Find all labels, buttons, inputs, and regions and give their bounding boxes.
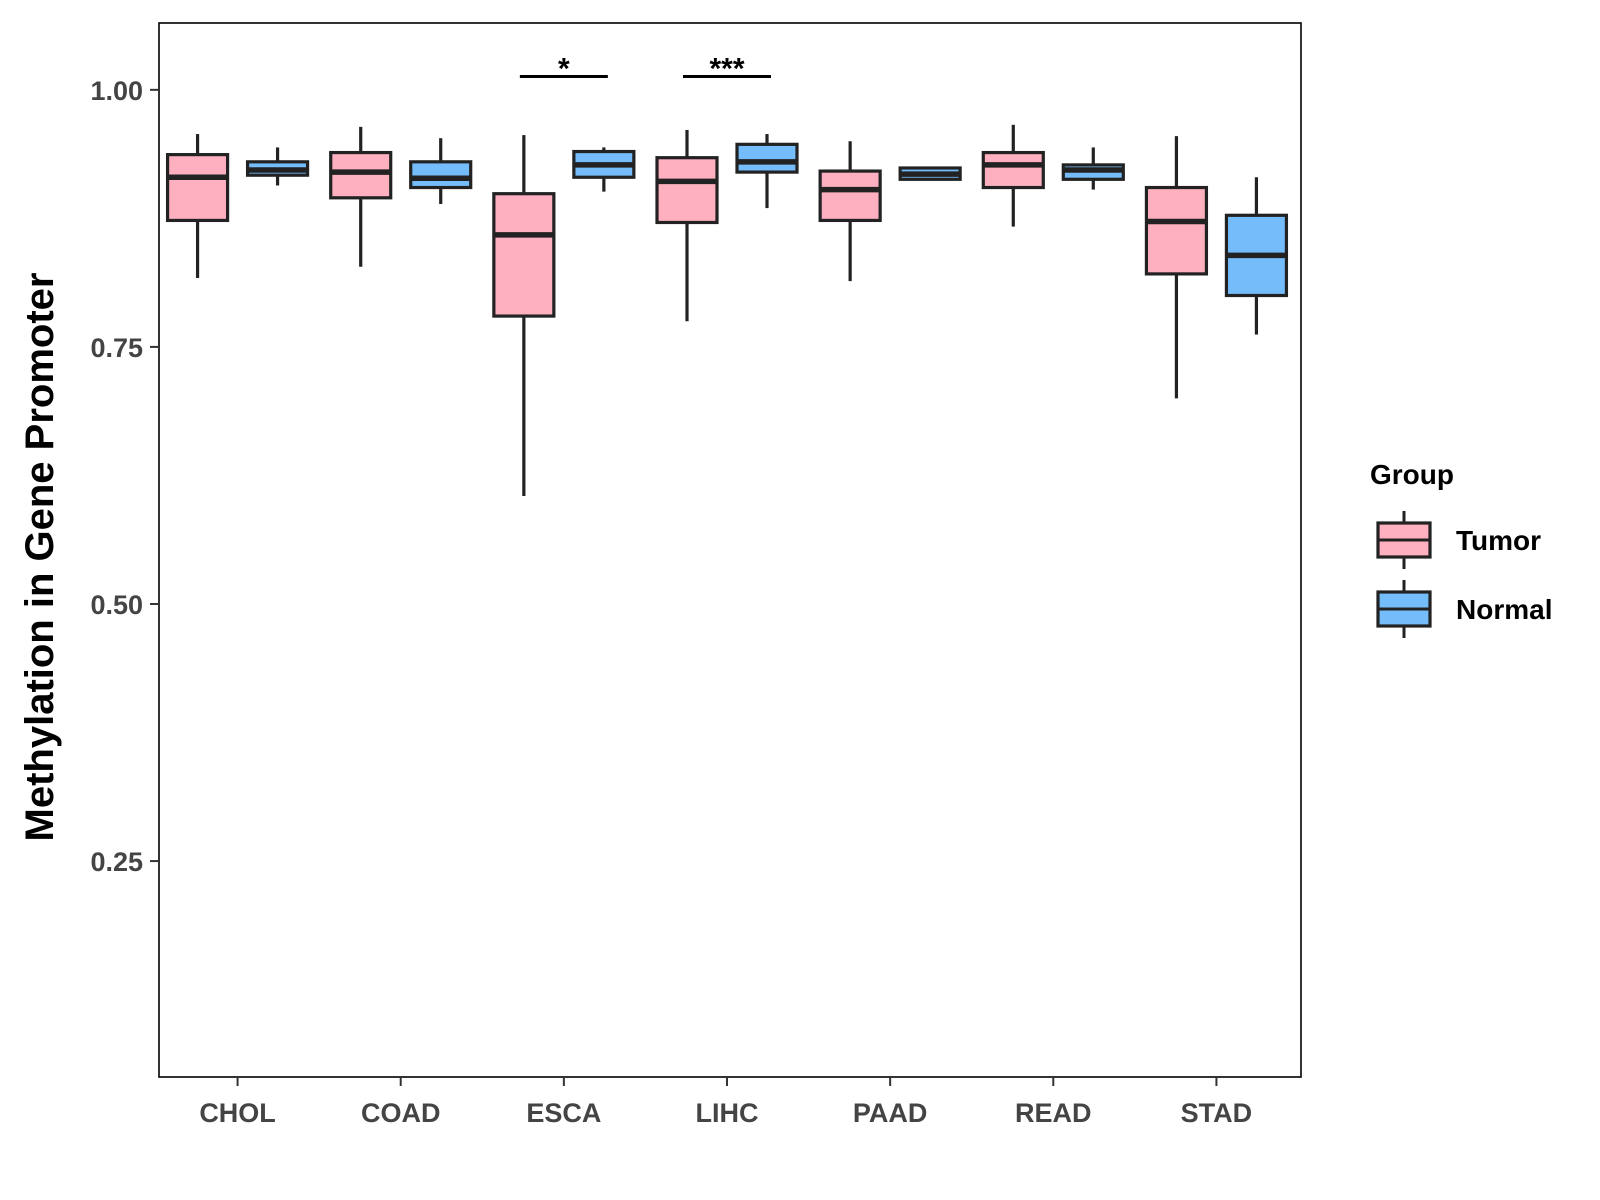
box-tumor-read: [981, 124, 1045, 227]
legend-title: Group: [1370, 459, 1454, 490]
box-tumor-stad: [1144, 136, 1209, 399]
box-normal-coad: [409, 138, 473, 204]
significance-label: *: [558, 52, 570, 85]
box-iqr: [165, 153, 230, 223]
boxes: [165, 124, 1289, 497]
box-iqr: [409, 160, 473, 190]
legend-item-normal: Normal: [1376, 580, 1552, 638]
x-tick-label: COAD: [361, 1098, 441, 1128]
box-iqr: [981, 150, 1045, 190]
box-normal-read: [1061, 147, 1125, 190]
significance-esca: *: [519, 52, 608, 85]
legend-label-tumor: Tumor: [1456, 525, 1541, 556]
box-iqr: [818, 169, 882, 223]
box-normal-chol: [245, 147, 310, 186]
x-tick-label: STAD: [1181, 1098, 1253, 1128]
significance-annotations: * ***: [519, 52, 771, 85]
box-iqr: [329, 150, 393, 200]
box-iqr: [1144, 185, 1209, 276]
box-iqr: [655, 156, 719, 225]
plot-panel: [158, 22, 1302, 1078]
box-tumor-chol: [165, 134, 230, 279]
x-tick-label: READ: [1015, 1098, 1092, 1128]
legend: Group Tumor Normal: [1370, 459, 1552, 638]
x-axis: CHOL COAD ESCA LIHC PAAD READ STAD: [199, 1077, 1252, 1128]
box-tumor-paad: [818, 141, 882, 282]
y-axis: 0.25 0.50 0.75 1.00: [90, 76, 159, 877]
box-tumor-esca: [492, 135, 556, 497]
box-iqr: [492, 192, 556, 318]
legend-label-normal: Normal: [1456, 594, 1552, 625]
y-tick-label: 1.00: [90, 76, 143, 106]
box-normal-stad: [1224, 177, 1289, 335]
y-tick-label: 0.75: [90, 333, 143, 363]
legend-item-tumor: Tumor: [1376, 511, 1541, 569]
box-iqr: [735, 142, 799, 174]
box-normal-esca: [572, 147, 636, 192]
box-normal-paad: [898, 166, 962, 181]
x-tick-label: LIHC: [696, 1098, 759, 1128]
y-axis-title: Methylation in Gene Promoter: [18, 273, 62, 842]
y-tick-label: 0.25: [90, 847, 143, 877]
y-tick-label: 0.50: [90, 590, 143, 620]
significance-label: ***: [709, 52, 744, 85]
x-tick-label: PAAD: [853, 1098, 928, 1128]
box-tumor-coad: [329, 126, 393, 267]
box-tumor-lihc: [655, 129, 719, 322]
significance-lihc: ***: [683, 52, 771, 85]
x-tick-label: CHOL: [199, 1098, 276, 1128]
box-normal-lihc: [735, 134, 799, 209]
x-tick-label: ESCA: [526, 1098, 601, 1128]
panel-border: [158, 22, 1302, 1078]
